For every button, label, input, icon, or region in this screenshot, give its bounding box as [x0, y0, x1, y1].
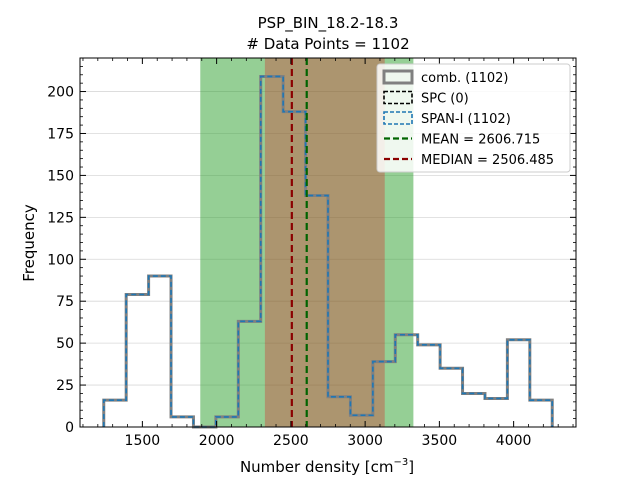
legend-swatch-spc — [383, 90, 413, 105]
histogram-bin-15 — [440, 368, 462, 427]
x-tick-label-4: 3500 — [422, 433, 458, 449]
legend-label-4: MEDIAN = 2506.485 — [421, 153, 554, 168]
y-tick-label-0: 0 — [65, 420, 74, 436]
y-tick-label-2: 50 — [56, 336, 74, 352]
histogram-bin-18 — [507, 340, 529, 427]
y-tick-label-8: 200 — [47, 85, 74, 101]
histogram-bin-16 — [463, 393, 485, 427]
legend-swatch-combined — [382, 69, 414, 85]
x-axis-label-exponent: −3 — [393, 457, 408, 468]
y-tick-label-4: 100 — [47, 252, 74, 268]
histogram-bin-0 — [104, 400, 126, 427]
x-tick-label-5: 4000 — [496, 433, 532, 449]
legend-swatch-span-i — [383, 111, 413, 125]
legend-label-1: SPC (0) — [421, 92, 469, 107]
y-tick-label-6: 150 — [47, 168, 74, 184]
legend-label-0: comb. (1102) — [421, 71, 509, 86]
legend-box — [376, 63, 571, 173]
shaded-band-1 — [264, 58, 385, 427]
legend-label-3: MEAN = 2606.715 — [421, 133, 540, 148]
histogram-bin-1 — [126, 294, 148, 427]
x-tick-label-0: 1500 — [125, 433, 161, 449]
x-tick-label-3: 3000 — [347, 433, 383, 449]
histogram-step-span-i — [102, 75, 554, 428]
histogram-bin-3 — [171, 417, 193, 427]
y-tick-label-3: 75 — [56, 294, 74, 310]
x-tick-label-1: 2000 — [199, 433, 235, 449]
x-axis-label-close: ] — [408, 458, 414, 476]
y-tick-label-5: 125 — [47, 210, 74, 226]
x-tick-label-2: 2500 — [273, 433, 309, 449]
legend: comb. (1102) SPC (0) SPAN-I (1102) MEAN = 2… — [376, 63, 571, 173]
histogram-bin-14 — [418, 345, 440, 427]
legend-label-2: SPAN-I (1102) — [421, 112, 511, 127]
y-axis-label: Frequency — [20, 204, 38, 282]
chart-title: PSP_BIN_18.2-18.3 — [258, 14, 399, 33]
histogram-bin-2 — [149, 276, 171, 427]
x-axis-label: Number density [cm−3] — [240, 457, 414, 476]
histogram-bin-17 — [485, 398, 507, 427]
y-tick-label-1: 25 — [56, 378, 74, 394]
chart-subtitle: # Data Points = 1102 — [246, 35, 409, 53]
y-tick-label-7: 175 — [47, 126, 74, 142]
histogram-bin-19 — [530, 400, 552, 427]
x-axis-label-text: Number density [cm — [240, 458, 394, 476]
